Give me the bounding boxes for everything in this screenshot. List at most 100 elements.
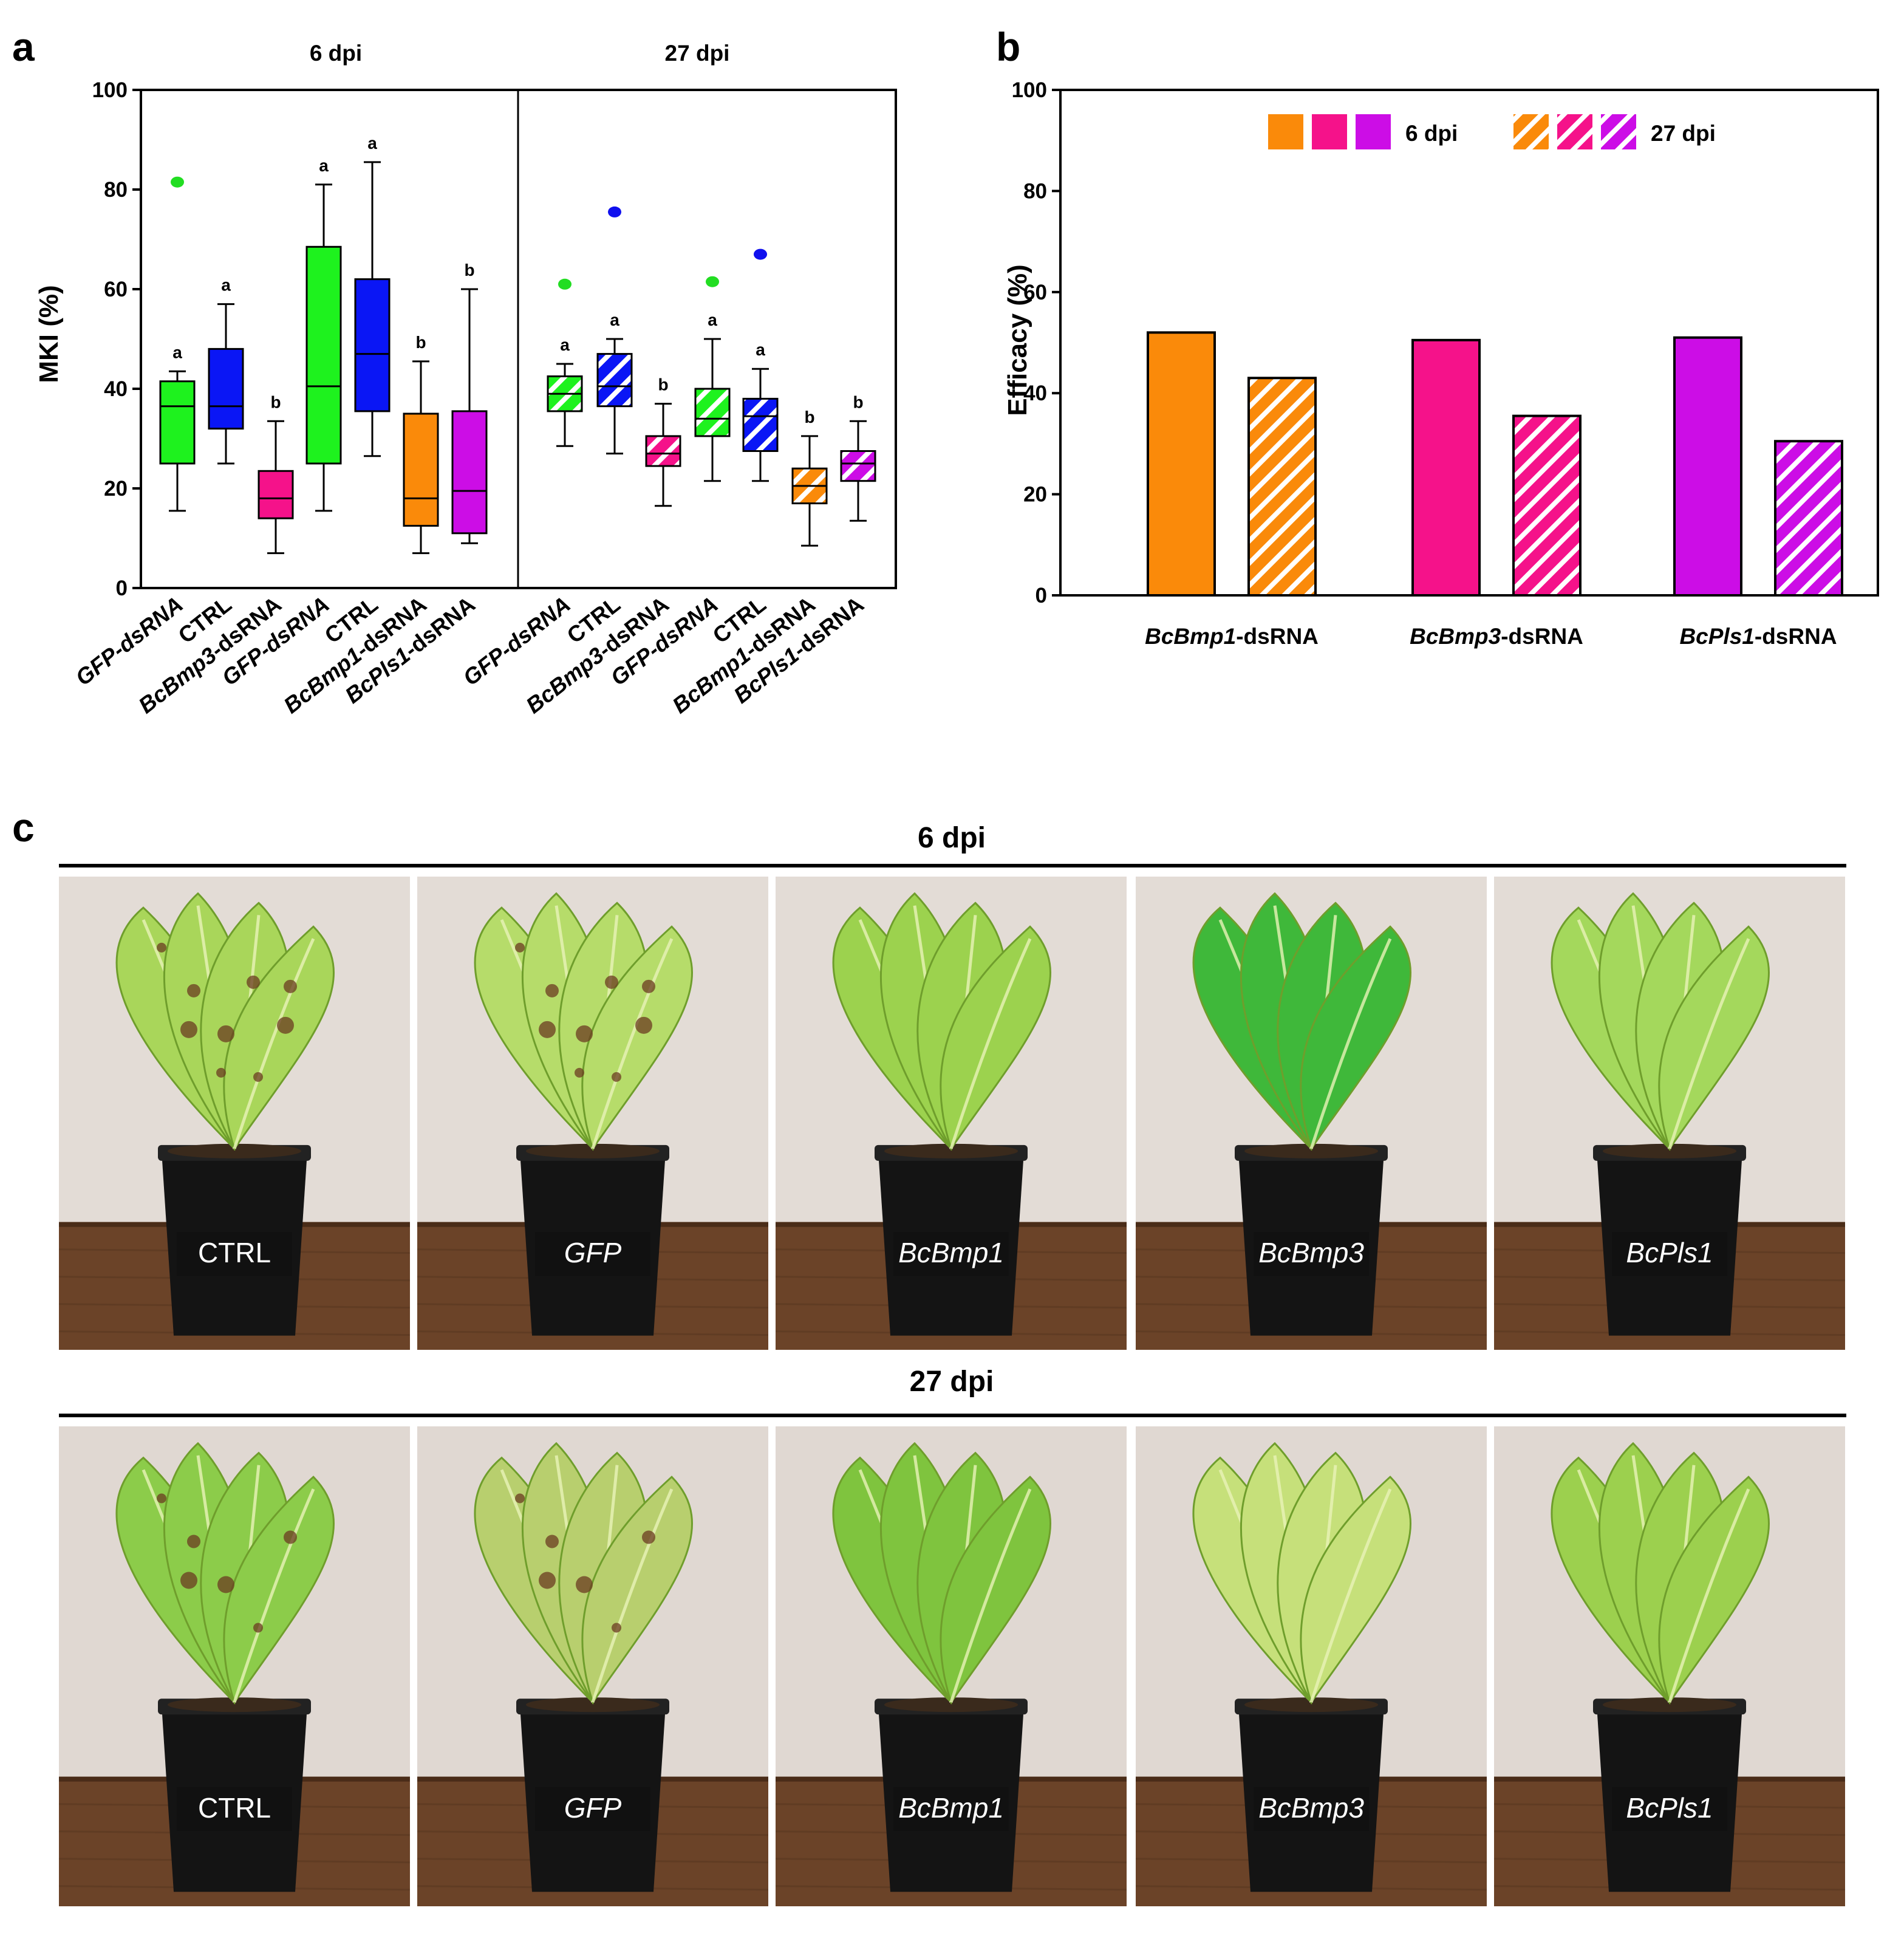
lettuce-plant: [1192, 892, 1411, 1151]
y-tick-label-b: 0: [1036, 584, 1047, 607]
outlier-point: [558, 278, 572, 290]
lesion: [253, 1072, 263, 1082]
soil: [168, 1143, 301, 1158]
significance-letter: b: [853, 392, 863, 411]
box-ctrl: a: [596, 206, 633, 455]
lesion: [217, 1576, 234, 1593]
lesion: [217, 1025, 234, 1042]
lesion: [187, 1534, 200, 1548]
leaf: [1300, 1476, 1411, 1705]
y-tick-label-b: 40: [1023, 381, 1047, 405]
leaf: [1658, 1476, 1770, 1705]
plant-photo-bcpls1: BcPls1: [1494, 877, 1845, 1350]
pot-label: GFP: [564, 1237, 622, 1268]
legend-swatch: [1513, 114, 1549, 149]
plant-photo-bcbmp1: BcBmp1: [776, 1426, 1127, 1906]
pot-label: CTRL: [198, 1792, 271, 1824]
pot-label: BcBmp1: [898, 1237, 1004, 1268]
lesion: [545, 1534, 559, 1548]
legend-swatch: [1356, 114, 1391, 149]
soil: [168, 1697, 301, 1712]
row-title: 27 dpi: [910, 1366, 994, 1398]
significance-letter: a: [708, 310, 717, 329]
lesion: [515, 942, 525, 953]
x-label-b: BcBmp1-dsRNA: [1145, 624, 1319, 649]
legend-swatch: [1268, 114, 1303, 149]
lesion: [612, 1072, 621, 1082]
lesion: [545, 984, 559, 997]
plot-frame-b: [1059, 89, 1879, 597]
box-bcbmp3-dsrna: b: [645, 375, 681, 507]
plant-photo-ctrl: CTRL: [59, 877, 410, 1350]
significance-letter: b: [658, 375, 668, 394]
lettuce-plant: [474, 1442, 693, 1705]
y-axis-title-b: Efficacy (%): [1003, 264, 1032, 416]
significance-letter: b: [804, 408, 814, 426]
pot-label: CTRL: [198, 1237, 271, 1268]
row-title: 6 dpi: [918, 822, 986, 854]
significance-letter: b: [464, 261, 474, 279]
leaf: [581, 1476, 693, 1705]
box-iqr: [403, 412, 439, 527]
box-iqr: [305, 245, 342, 465]
bar-bcbmp3-6dpi: [1411, 338, 1481, 597]
bar-bcbmp3-27dpi: [1512, 414, 1582, 597]
panel-b-barchart: Efficacy (%) 0 20 40 60 80 100 6 dpi 27 dpi Bc…: [1003, 78, 1879, 649]
box-bcpls1-dsrna: b: [840, 392, 876, 522]
y-axis-title-a: MKI (%): [34, 285, 64, 383]
lesion: [157, 942, 166, 953]
group-title: 27 dpi: [665, 41, 730, 66]
y-tick-label-a: 100: [92, 78, 128, 102]
significance-letter: a: [756, 340, 765, 359]
box-iqr: [159, 380, 196, 465]
group-titles-a: 6 dpi 27 dpi: [310, 41, 730, 66]
lesion: [187, 984, 200, 997]
lettuce-plant: [1192, 1442, 1411, 1705]
outlier-point: [608, 206, 621, 217]
lesion: [157, 1493, 166, 1504]
lesion: [284, 1530, 297, 1544]
plant-photo-gfp: GFP: [417, 877, 768, 1350]
lesion: [253, 1623, 263, 1633]
plant-photo-bcpls1: BcPls1: [1494, 1426, 1845, 1906]
y-axis-ticks-a: 0 20 40 60 80 100: [92, 78, 141, 600]
lettuce-plant: [115, 1442, 335, 1705]
group-title: 6 dpi: [310, 41, 362, 66]
outlier-point: [754, 248, 767, 260]
box-iqr: [840, 450, 876, 482]
leaf: [940, 1476, 1051, 1705]
y-tick-label-b: 100: [1012, 78, 1047, 102]
soil: [1244, 1697, 1378, 1712]
photo-row-27dpi: 27 dpi CTRL GFP BcBmp1 BcBmp3 BcPls1: [59, 1366, 1846, 1906]
lesion: [539, 1572, 556, 1589]
lettuce-plant: [115, 892, 335, 1151]
panel-c-photos: 6 dpi CTRL GFP BcBmp1 BcBmp3 BcPls1 27 dpi CTRL…: [59, 822, 1846, 1906]
box-gfp-dsrna: a: [694, 276, 731, 482]
panel-letter-b: b: [996, 24, 1020, 69]
lesion: [180, 1572, 197, 1589]
bars-b: [1147, 331, 1843, 597]
plant-photo-bcbmp3: BcBmp3: [1136, 1426, 1487, 1906]
bar-bcpls1-27dpi: [1774, 440, 1843, 597]
plant-photo-bcbmp3: BcBmp3: [1136, 877, 1487, 1350]
box-iqr: [451, 410, 488, 535]
lesion: [635, 1016, 652, 1034]
box-bcbmp1-dsrna: b: [791, 408, 828, 547]
box-iqr: [645, 435, 681, 467]
plant-photo-ctrl: CTRL: [59, 1426, 410, 1906]
y-tick-label-b: 20: [1023, 483, 1047, 507]
soil: [1603, 1143, 1736, 1158]
lesion: [515, 1493, 525, 1504]
lesion: [277, 1016, 294, 1034]
significance-letter: a: [319, 156, 329, 175]
soil: [526, 1697, 660, 1712]
legend-label: 6 dpi: [1405, 121, 1458, 146]
pot-label: GFP: [564, 1792, 622, 1824]
pot-label: BcPls1: [1626, 1237, 1713, 1268]
lettuce-plant: [1551, 1442, 1770, 1705]
pot-label: BcBmp3: [1258, 1237, 1364, 1268]
panel-letter-a: a: [12, 24, 35, 69]
significance-letter: b: [270, 392, 281, 411]
legend-label: 27 dpi: [1651, 121, 1716, 146]
panel-a-boxplot: MKI (%) 0 20 40 60 80 100 6 dpi 27 dpi a a b a a b b…: [34, 41, 897, 718]
